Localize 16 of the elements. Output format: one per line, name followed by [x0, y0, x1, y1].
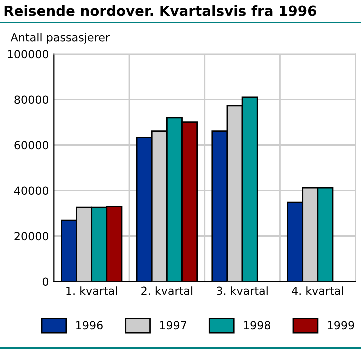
- y-tick-label: 100000: [8, 50, 49, 59]
- legend-label: 1999: [328, 321, 354, 330]
- y-tick-label: 0: [42, 278, 49, 286]
- legend-label: 1996: [76, 321, 103, 330]
- y-tick-label: 20000: [14, 232, 49, 241]
- chart-title: Reisende nordover. Kvartalsvis fra 1996: [4, 6, 316, 16]
- legend-label: 1998: [244, 321, 271, 330]
- y-axis-title: Antall passasjerer: [10, 33, 110, 44]
- legend-label: 1997: [160, 321, 186, 330]
- x-tick-label: 4. kvartal: [292, 286, 344, 296]
- x-tick-label: 2. kvartal: [142, 286, 193, 296]
- y-tick-label: 60000: [14, 141, 49, 150]
- x-tick-label: 1. kvartal: [66, 286, 118, 296]
- y-tick-label: 40000: [14, 186, 49, 196]
- x-tick-label: 3. kvartal: [217, 286, 268, 296]
- y-tick-label: 80000: [14, 96, 49, 104]
